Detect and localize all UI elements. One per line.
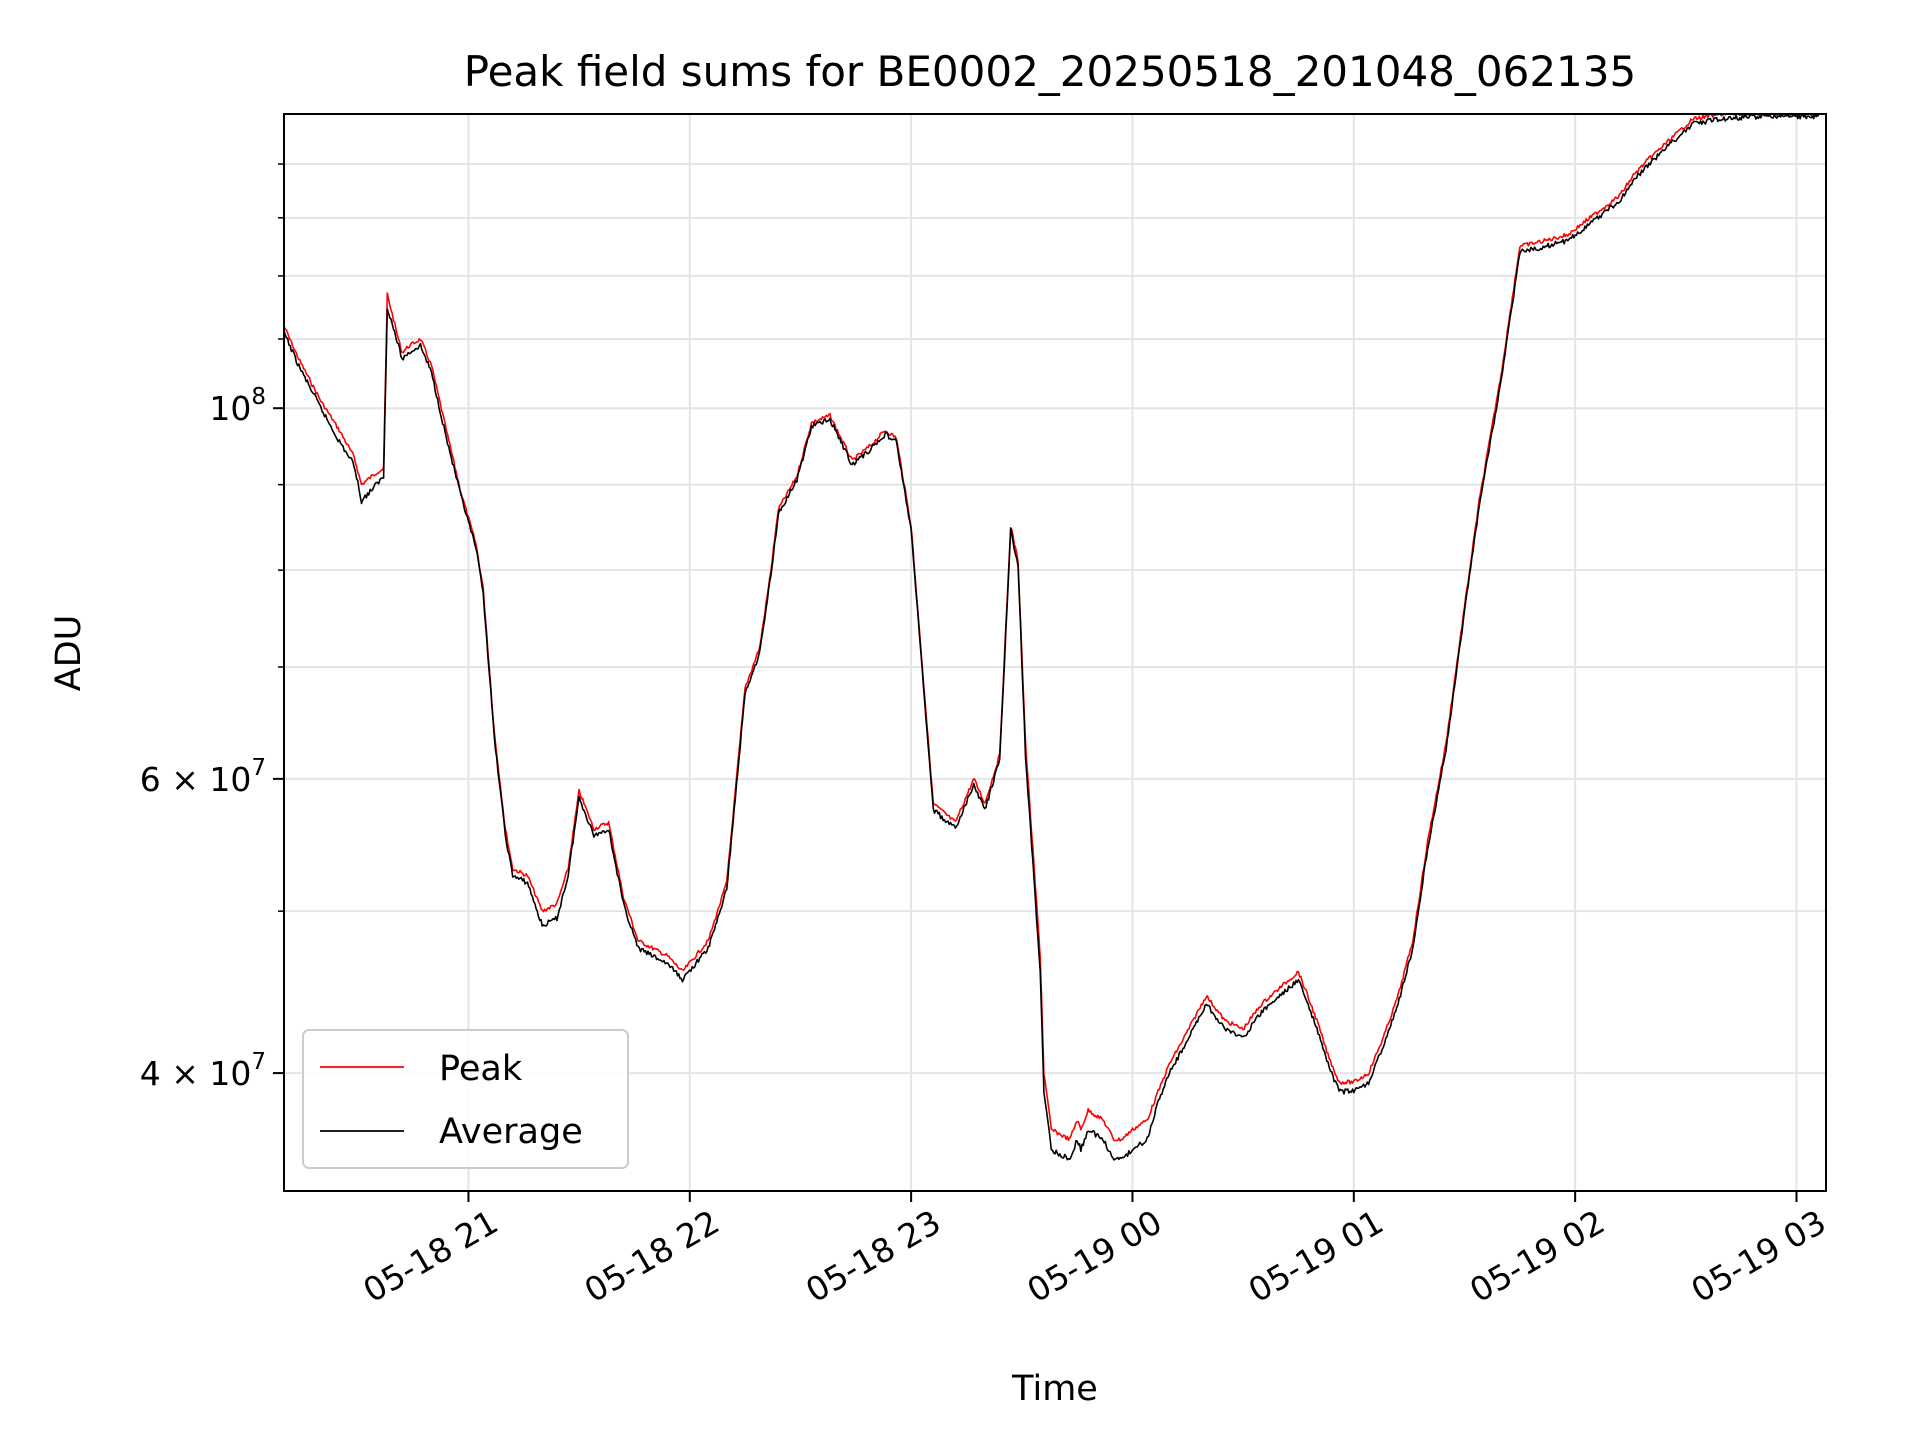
y-tick-label: 6 × 107 bbox=[140, 755, 266, 799]
legend: Peak Average bbox=[302, 1029, 629, 1169]
y-tick-label: 4 × 107 bbox=[140, 1049, 266, 1093]
legend-label-peak: Peak bbox=[439, 1049, 523, 1089]
legend-label-average: Average bbox=[439, 1112, 583, 1152]
y-axis-ticks: 108 6 × 107 4 × 107 bbox=[140, 163, 284, 1093]
legend-box bbox=[302, 1029, 629, 1169]
chart-title: Peak field sums for BE0002_20250518_2010… bbox=[464, 47, 1636, 96]
series-line-peak bbox=[283, 113, 1820, 1142]
y-axis-label: ADU bbox=[49, 615, 89, 692]
x-axis-label: Time bbox=[1011, 1369, 1098, 1409]
grid-lines bbox=[284, 114, 1826, 1191]
series-line-average bbox=[283, 113, 1820, 1161]
y-tick-label: 108 bbox=[209, 384, 266, 428]
series-lines bbox=[283, 113, 1820, 1161]
plot-frame bbox=[283, 113, 1827, 1192]
